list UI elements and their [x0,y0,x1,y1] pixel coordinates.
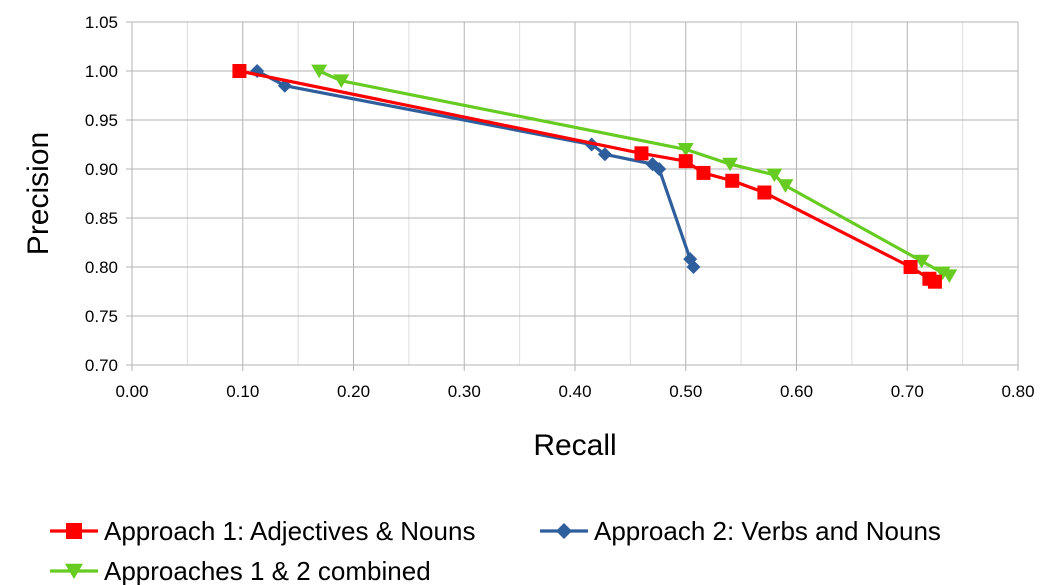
series-2 [250,64,701,274]
x-tick-label: 0.00 [115,382,148,401]
legend-item: Approaches 1 & 2 combined [50,556,431,585]
x-tick-label: 0.50 [669,382,702,401]
data-point [652,162,667,176]
x-tick-label: 0.20 [337,382,370,401]
series-line [256,69,695,268]
x-tick-label: 0.30 [448,382,481,401]
data-point [696,165,711,180]
data-point [913,254,930,269]
legend-label: Approaches 1 & 2 combined [104,556,431,585]
data-point [757,185,772,200]
data-point [927,274,942,289]
data-point [686,260,701,274]
legend-item: Approach 2: Verbs and Nouns [540,516,941,546]
x-tick-label: 0.80 [1001,382,1034,401]
x-tick-label: 0.60 [780,382,813,401]
x-tick-label: 0.40 [558,382,591,401]
y-tick-label: 0.95 [85,111,118,130]
legend-swatch-marker [65,563,83,580]
series-1 [232,64,942,289]
y-tick-label: 0.75 [85,307,118,326]
data-point [232,64,247,78]
x-tick-label: 0.70 [891,382,924,401]
data-point [634,146,649,161]
axes: 0.70 0.75 0.80 0.85 0.90 0.95 1.00 1.05 0.00 0.10… [85,13,1035,401]
series-line [318,69,950,278]
legend-item: Approach 1: Adjectives & Nouns [50,516,475,546]
y-tick-label: 1.05 [85,13,118,32]
legend-swatch-marker [556,523,572,539]
legend-swatch-marker [66,523,82,539]
series-layer [232,64,958,289]
series-line [239,69,936,284]
data-point [903,260,918,274]
x-axis-title: Recall [533,429,616,462]
y-axis-title: Precision [22,132,55,255]
data-point [777,179,794,193]
data-point [678,154,693,169]
y-tick-label: 0.85 [85,209,118,228]
legend: Approach 1: Adjectives & Nouns Approach 2… [50,516,941,585]
data-point [311,64,328,79]
legend-label: Approach 2: Verbs and Nouns [594,516,941,546]
y-tick-label: 0.80 [85,258,118,277]
data-point [722,157,739,172]
series-3 [311,64,958,284]
data-point [725,173,740,188]
y-tick-label: 1.00 [85,62,118,81]
legend-label: Approach 1: Adjectives & Nouns [104,516,475,546]
data-point [677,143,694,157]
y-tick-label: 0.70 [85,356,118,375]
y-tick-label: 0.90 [85,160,118,179]
data-point [333,74,350,88]
data-point [941,269,958,284]
x-tick-label: 0.10 [226,382,259,401]
data-point [766,168,783,183]
data-point [597,147,612,162]
